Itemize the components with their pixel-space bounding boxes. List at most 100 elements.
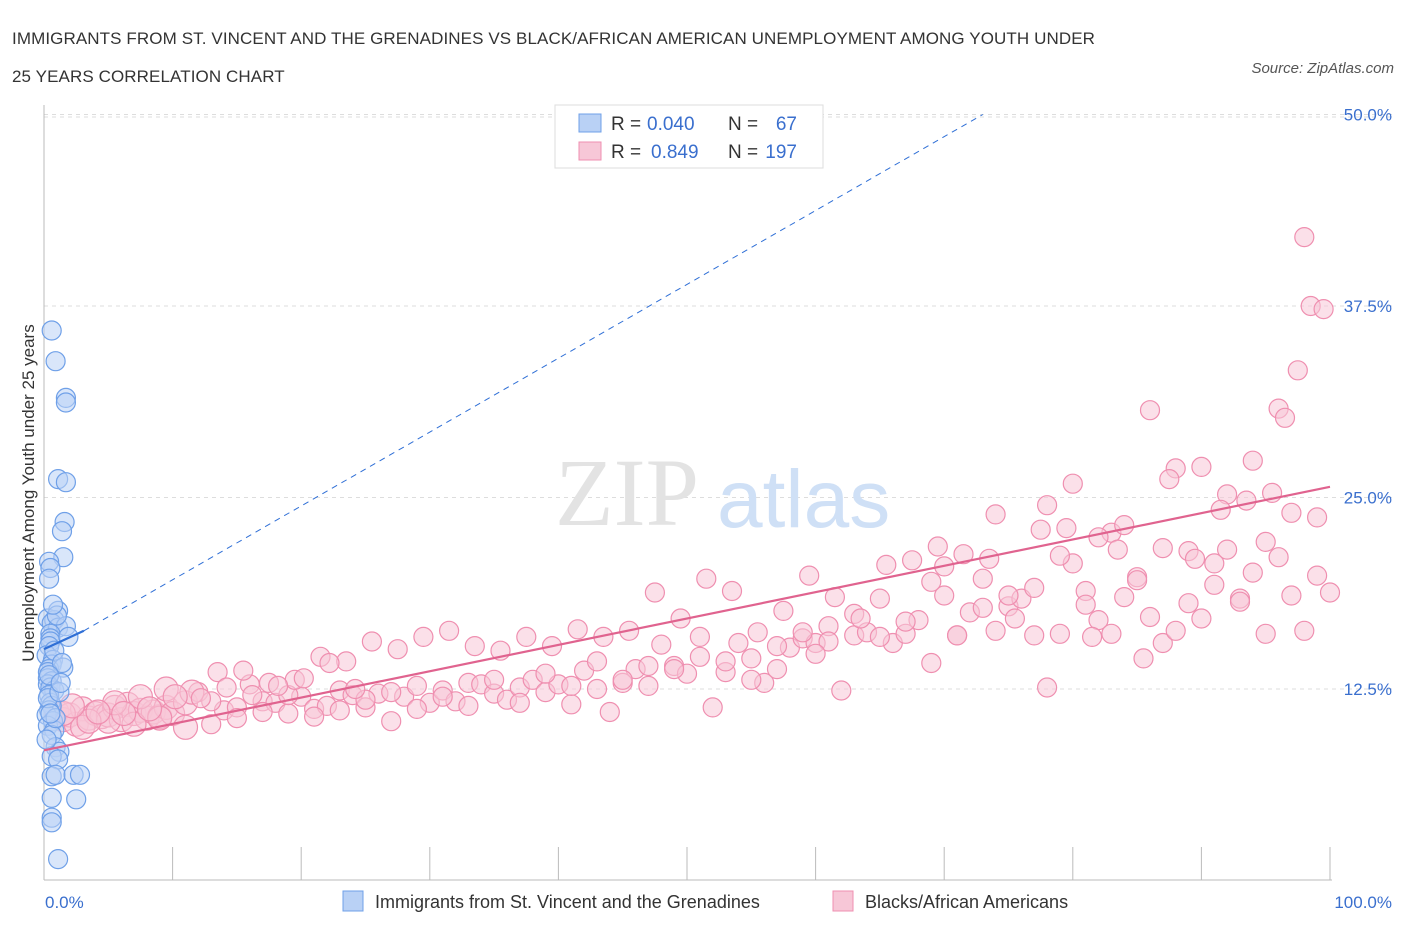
immigrants-point-59 [51, 652, 73, 674]
blacks-point-134 [715, 651, 736, 672]
blacks-point-27 [278, 703, 299, 724]
blacks-point-184 [1056, 517, 1077, 539]
blacks-point-231 [242, 684, 263, 706]
y-tick-label-1: 25.0% [1344, 489, 1392, 508]
blacks-point-173 [1313, 299, 1334, 320]
title-line-1: IMMIGRANTS FROM ST. VINCENT AND THE GREN… [12, 29, 1096, 48]
blacks-point-87 [1049, 623, 1071, 644]
blacks-point-234 [319, 652, 340, 674]
blacks-point-147 [1049, 545, 1071, 566]
blacks-point-197 [721, 580, 743, 602]
blacks-point-95 [1152, 632, 1173, 654]
blacks-point-146 [1024, 577, 1045, 599]
blacks-point-136 [766, 635, 788, 657]
legend-swatch-pink [578, 141, 602, 161]
blacks-point-192 [850, 608, 871, 629]
legend-r-label-2: R = [611, 142, 641, 163]
blacks-point-122 [406, 698, 427, 720]
immigrants-trend-extension [83, 114, 984, 632]
blacks-point-49 [561, 694, 582, 715]
legend-n-value-2: 197 [765, 142, 797, 163]
legend-n-label-1: N = [728, 114, 758, 135]
watermark: ZIP atlas [555, 439, 890, 546]
blacks-point-180 [1159, 469, 1180, 490]
blacks-point-179 [1184, 548, 1206, 569]
blacks-point-200 [644, 582, 666, 603]
legend-swatch-blue [578, 113, 602, 133]
series-legend-label-pink: Blacks/African Americans [865, 892, 1068, 912]
immigrants-point-60 [36, 729, 57, 750]
blacks-point-148 [1075, 594, 1096, 615]
blacks-point-128 [561, 675, 582, 697]
blacks-point-108 [1319, 582, 1341, 603]
watermark-zip: ZIP [555, 439, 699, 546]
blacks-point-165 [1139, 400, 1161, 421]
blacks-point-91 [1101, 623, 1122, 644]
blacks-point-65 [766, 658, 788, 680]
blacks-point-162 [1062, 473, 1083, 494]
blacks-point-52 [599, 701, 620, 723]
series-blacks-points [44, 227, 1341, 740]
blacks-point-121 [381, 681, 402, 703]
blacks-point-51 [586, 678, 608, 700]
blacks-point-157 [1306, 507, 1328, 528]
immigrants-point-55 [47, 848, 69, 870]
title-line-2: 25 YEARS CORRELATION CHART [12, 67, 285, 86]
blacks-point-37 [406, 675, 427, 697]
blacks-point-132 [663, 658, 685, 680]
blacks-point-106 [1294, 620, 1315, 641]
blacks-point-140 [869, 626, 891, 648]
blacks-point-230 [216, 677, 237, 698]
series-legend-label-blue: Immigrants from St. Vincent and the Gren… [375, 892, 760, 912]
blacks-point-97 [1178, 593, 1199, 614]
chart-title: IMMIGRANTS FROM ST. VINCENT AND THE GREN… [12, 20, 1212, 96]
blacks-point-209 [413, 626, 434, 648]
blacks-point-151 [1152, 537, 1173, 559]
blacks-point-141 [895, 611, 916, 632]
blacks-point-113 [172, 714, 199, 740]
legend-r-value-2: 0.849 [651, 142, 699, 163]
blacks-point-99 [1204, 553, 1225, 574]
blacks-point-205 [516, 626, 537, 648]
x-tick-label-left: 0.0% [45, 893, 84, 912]
blacks-trend-line [43, 485, 1331, 752]
blacks-point-86 [1036, 677, 1058, 698]
blacks-point-127 [535, 663, 556, 684]
blacks-point-119 [329, 700, 350, 721]
blacks-point-115 [226, 707, 247, 729]
blacks-point-188 [953, 544, 974, 565]
blacks-point-207 [464, 635, 485, 657]
blacks-point-102 [1242, 562, 1263, 583]
blacks-point-60 [702, 697, 723, 718]
blacks-point-126 [509, 692, 530, 713]
watermark-atlas: atlas [717, 454, 890, 545]
stats-legend: R = 0.040 N = 67 R = 0.849 N = 197 [554, 104, 824, 169]
immigrants-point-52 [66, 789, 87, 810]
blacks-point-212 [336, 651, 357, 672]
blacks-point-190 [901, 550, 923, 571]
blacks-point-186 [1004, 608, 1026, 629]
immigrants-point-50 [69, 764, 91, 785]
y-tick-labels: 12.5% 25.0% 37.5% 50.0% [1344, 106, 1392, 700]
blacks-point-142 [921, 571, 942, 592]
blacks-point-203 [567, 619, 588, 640]
immigrants-point-65 [40, 703, 61, 724]
blacks-point-216 [233, 660, 254, 681]
blacks-point-63 [741, 648, 762, 669]
blacks-point-137 [792, 622, 813, 643]
blacks-point-160 [985, 504, 1006, 525]
blacks-point-124 [458, 695, 479, 717]
blacks-point-94 [1139, 606, 1161, 628]
blacks-point-211 [361, 631, 382, 652]
blacks-point-181 [1133, 648, 1154, 669]
blacks-point-164 [1114, 514, 1135, 536]
immigrants-point-54 [41, 812, 62, 833]
blacks-point-123 [432, 686, 453, 707]
blacks-point-82 [985, 620, 1006, 641]
blacks-point-133 [689, 626, 711, 648]
blacks-point-104 [1268, 547, 1289, 568]
blacks-point-233 [293, 668, 314, 689]
blacks-point-153 [1204, 574, 1225, 595]
blacks-point-85 [1024, 625, 1045, 646]
immigrants-point-0 [41, 320, 62, 341]
